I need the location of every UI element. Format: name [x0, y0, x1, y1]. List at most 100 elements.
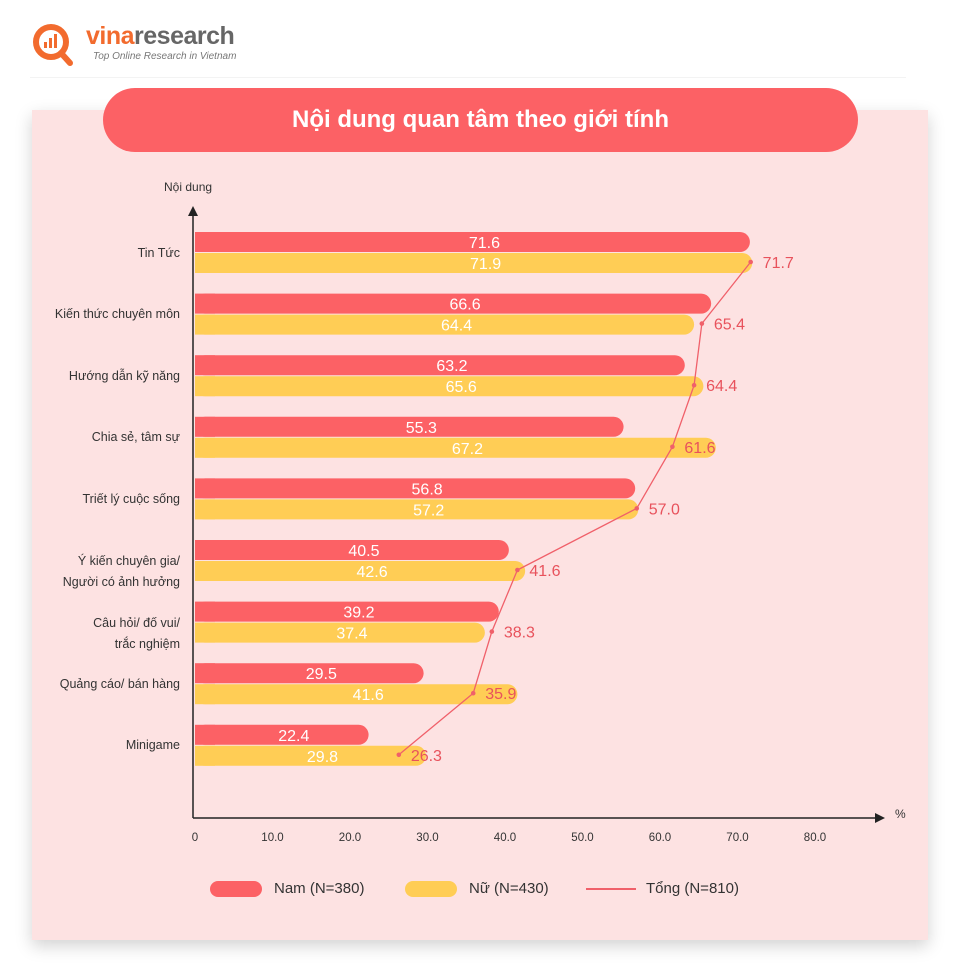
x-axis-unit: % — [895, 807, 906, 821]
point-tong-4 — [634, 506, 640, 511]
label-tong-7: 35.9 — [485, 686, 516, 703]
legend-swatch-tong — [586, 887, 636, 890]
bar-nu-5-base — [195, 561, 215, 581]
x-tick-label-3: 30.0 — [416, 832, 439, 844]
x-tick-label-1: 10.0 — [261, 832, 284, 844]
point-tong-5 — [515, 567, 520, 573]
bar-nu-0-label: 71.9 — [470, 256, 501, 273]
category-label-line: Câu hỏi/ đố vui/ — [93, 615, 180, 630]
bar-nam-5-base — [195, 540, 215, 560]
bar-nam-4 — [195, 478, 636, 499]
label-tong-5: 41.6 — [529, 563, 560, 580]
category-label-0: Tin Tức — [30, 243, 180, 264]
x-axis-arrow-icon — [875, 813, 885, 823]
category-label-line: Quảng cáo/ bán hàng — [59, 676, 180, 691]
bar-nam-6 — [195, 601, 499, 622]
bar-nam-8 — [195, 724, 369, 745]
bar-nu-3-base — [195, 437, 215, 458]
category-label-line: Triết lý cuộc sống — [82, 491, 181, 506]
point-tong-1 — [699, 321, 705, 326]
x-tick-label-8: 80.0 — [803, 832, 827, 844]
bar-nam-3 — [195, 416, 624, 437]
bar-nam-2-base — [195, 355, 215, 376]
point-tong-2 — [691, 382, 697, 388]
bar-nam-8-label: 22.4 — [278, 728, 309, 745]
category-label-line: Hướng dẫn kỹ năng — [68, 368, 180, 383]
x-tick-label-6: 60.0 — [648, 832, 672, 844]
bar-nam-5 — [195, 540, 509, 560]
category-label-line: Minigame — [125, 738, 180, 753]
bar-nu-2 — [195, 376, 704, 397]
bar-nam-1-base — [195, 293, 215, 314]
bar-nu-0 — [195, 253, 753, 273]
bar-nam-6-base — [195, 601, 215, 622]
label-tong-4: 57.0 — [649, 501, 680, 518]
legend-item-nu: Nữ (N=430) — [405, 880, 549, 897]
legend-item-tong: Tổng (N=810) — [586, 880, 739, 897]
bar-nu-8-base — [195, 745, 215, 766]
brand-name-part2: research — [134, 22, 235, 50]
category-label-line: Ý kiến chuyên gia/ — [77, 554, 180, 568]
bar-nu-6 — [195, 622, 485, 643]
legend-swatch-nu — [405, 880, 457, 897]
brand-logo: vinaresearch Top Online Research in Viet… — [30, 20, 290, 70]
brand-name: vinaresearch — [86, 22, 235, 51]
brand-name-part1: vina — [86, 22, 135, 50]
bar-nu-3-label: 67.2 — [452, 441, 483, 458]
bar-nam-0-base — [195, 232, 215, 252]
category-label-5: Ý kiến chuyên gia/Người có ảnh hưởng — [30, 551, 180, 593]
category-label-line: Chia sẻ, tâm sự — [91, 430, 180, 445]
bar-nu-2-base — [195, 376, 215, 397]
bar-nam-1-label: 66.6 — [450, 297, 481, 314]
bar-nu-8-label: 29.8 — [307, 749, 338, 766]
bar-nu-3 — [195, 437, 716, 458]
label-tong-8: 26.3 — [411, 748, 442, 765]
bar-nu-7-label: 41.6 — [353, 687, 384, 704]
bar-nam-7-label: 29.5 — [306, 666, 337, 683]
label-tong-6: 38.3 — [504, 625, 535, 642]
bar-nu-4-label: 57.2 — [413, 502, 444, 519]
point-tong-0 — [748, 259, 753, 265]
x-tick-label-4: 40.0 — [493, 832, 517, 844]
legend-item-nam: Nam (N=380) — [210, 880, 364, 897]
bar-nam-7-base — [195, 663, 215, 684]
category-label-line: trắc nghiệm — [114, 636, 180, 651]
bar-nam-3-base — [195, 416, 215, 437]
brand-tagline: Top Online Research in Vietnam — [93, 51, 237, 62]
bar-nam-0-label: 71.6 — [469, 235, 500, 252]
label-tong-2: 64.4 — [706, 378, 737, 395]
bar-nam-1 — [195, 293, 712, 314]
magnifier-logo-icon — [33, 24, 73, 66]
bar-nam-5-label: 40.5 — [348, 543, 379, 560]
legend-swatch-nam — [210, 880, 262, 897]
point-tong-7 — [470, 690, 476, 696]
x-tick-label-0: 0 — [191, 832, 199, 844]
y-axis-title: Nội dung — [164, 180, 213, 194]
bar-nu-5-label: 42.6 — [357, 564, 388, 581]
category-label-1: Kiến thức chuyên môn — [30, 304, 180, 325]
category-label-2: Hướng dẫn kỹ năng — [30, 366, 180, 387]
category-label-line: Người có ảnh hưởng — [62, 575, 180, 589]
legend-label-nam: Nam (N=380) — [274, 880, 365, 897]
label-tong-1: 65.4 — [714, 317, 745, 334]
category-label-4: Triết lý cuộc sống — [30, 489, 181, 510]
bar-nu-6-base — [195, 622, 215, 643]
bar-nu-4-base — [195, 499, 215, 520]
bar-nam-2 — [195, 355, 685, 376]
bar-nam-6-label: 39.2 — [343, 605, 374, 622]
bar-nu-7-base — [195, 684, 215, 705]
label-tong-3: 61.6 — [684, 440, 715, 457]
bar-nu-2-label: 65.6 — [446, 379, 477, 396]
bar-nu-4 — [195, 499, 639, 520]
point-tong-6 — [489, 629, 495, 634]
chart-legend: Nam (N=380) Nữ (N=430) Tổng (N=810) — [0, 880, 960, 906]
legend-label-tong: Tổng (N=810) — [646, 880, 739, 897]
bar-nam-7 — [195, 663, 424, 684]
legend-label-nu: Nữ (N=430) — [469, 880, 549, 897]
y-axis-arrow-icon — [188, 206, 198, 216]
bar-nam-3-label: 55.3 — [406, 420, 437, 437]
category-label-8: Minigame — [30, 735, 180, 756]
category-label-line: Kiến thức chuyên môn — [54, 307, 180, 322]
x-tick-label-5: 50.0 — [571, 832, 594, 844]
